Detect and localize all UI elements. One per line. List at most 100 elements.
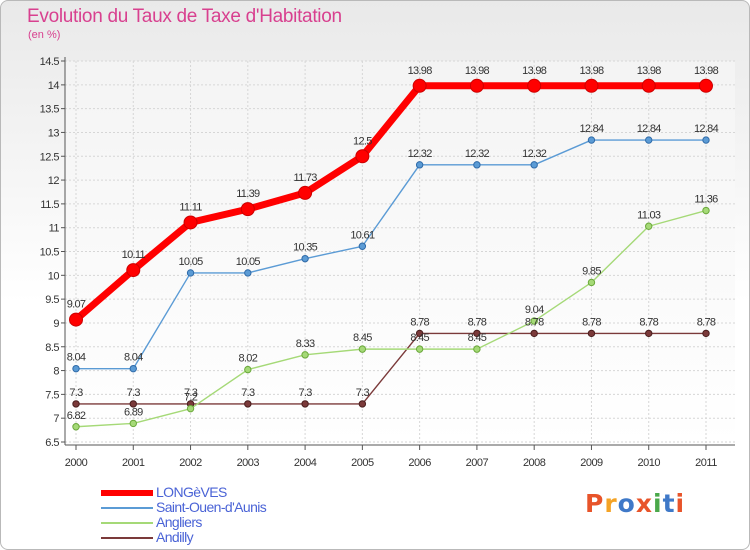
series-longeves-data-label: 11.39 <box>236 188 260 200</box>
chart-unit: (en %) <box>28 29 61 41</box>
series-angliers-point <box>530 317 538 325</box>
series-andilly-point <box>244 400 252 408</box>
legend-item-saint-ouen: Saint-Ouen-d'Aunis <box>101 499 361 515</box>
series-saint-ouen-point <box>645 136 653 144</box>
series-angliers-point <box>129 419 137 428</box>
y-tick-label: 8.5 <box>45 342 59 354</box>
legend-item-angliers: Angliers <box>101 514 361 530</box>
series-saint-ouen-point <box>358 242 367 250</box>
x-tick-label: 2004 <box>294 457 317 469</box>
series-longeves-data-label: 12.5 <box>353 135 372 147</box>
series-andilly-point <box>587 329 596 338</box>
series-saint-ouen-point <box>129 364 137 373</box>
series-longeves-point <box>584 78 599 93</box>
series-angliers-data-label: 9.04 <box>525 304 544 316</box>
x-tick-label: 2000 <box>65 457 88 469</box>
series-andilly-point <box>129 400 137 408</box>
x-tick-label: 2005 <box>351 457 374 469</box>
logo-letter: P <box>585 489 605 518</box>
series-longeves-point <box>355 149 370 164</box>
series-andilly-data-label: 7.3 <box>69 387 83 399</box>
series-saint-ouen-data-label: 8.04 <box>124 352 143 364</box>
grid-lines <box>65 60 735 445</box>
axes: 6.5 7 7.5 8 8.5 9 9.5 10 10.5 11 11.5 12 12.5 13 13.5 1… <box>40 56 735 469</box>
y-tick-label: 7 <box>53 413 59 425</box>
legend: LONGèVES Saint-Ouen-d'Aunis Angliers And… <box>101 484 361 545</box>
series-longeves-data-label: 13.98 <box>579 65 604 77</box>
series-saint-ouen-data-label: 10.35 <box>293 242 318 254</box>
series-angliers-data-label: 7.2 <box>184 392 198 404</box>
series-angliers-data-label: 8.02 <box>239 353 258 365</box>
legend-label-andilly: Andilly <box>156 529 194 545</box>
series-saint-ouen-data-label: 12.84 <box>694 123 719 135</box>
y-tick-label: 9 <box>53 318 59 330</box>
series-andilly-data-label: 7.3 <box>127 387 141 399</box>
series-angliers-line <box>75 209 707 428</box>
series-andilly-data-label: 8.78 <box>468 316 487 328</box>
series-angliers-point <box>301 351 309 359</box>
series-saint-ouen-point <box>587 136 596 144</box>
series-andilly-data-label: 7.3 <box>298 387 312 399</box>
y-tick-label: 14.5 <box>40 56 60 68</box>
series-points <box>69 78 713 431</box>
series-saint-ouen-data-label: 12.32 <box>522 148 547 160</box>
legend-label-longeves: LONGèVES <box>156 484 227 500</box>
series-angliers-data-label: 8.45 <box>410 332 429 344</box>
series-longeves-data-label: 13.98 <box>694 65 719 77</box>
series-angliers-point <box>72 423 80 431</box>
series-angliers-data-label: 9.85 <box>582 265 601 277</box>
series-andilly-point <box>702 329 710 338</box>
y-tick-label: 13.5 <box>40 104 60 116</box>
series-angliers-data-label: 6.89 <box>124 406 143 418</box>
series-saint-ouen-point <box>244 269 252 277</box>
series-longeves-point <box>641 78 656 93</box>
series-lines <box>73 82 707 428</box>
y-tick-label: 10.5 <box>40 247 60 259</box>
logo-letter: o <box>617 489 636 518</box>
series-andilly-data-label: 7.3 <box>184 387 198 399</box>
series-longeves-point <box>69 312 83 327</box>
series-longeves-point <box>469 78 484 93</box>
series-saint-ouen-data-label: 10.61 <box>350 229 375 241</box>
legend-swatch-angliers <box>101 522 153 524</box>
series-saint-ouen-point <box>72 364 80 373</box>
x-tick-label: 2007 <box>466 457 489 469</box>
series-longeves-point <box>298 185 313 200</box>
series-angliers-point <box>244 365 252 374</box>
series-saint-ouen-point <box>301 254 309 263</box>
x-tick-label: 2006 <box>408 457 431 469</box>
series-andilly-data-label: 8.78 <box>525 316 544 328</box>
series-andilly-point <box>72 400 80 408</box>
series-andilly-data-label: 7.3 <box>356 387 370 399</box>
series-saint-ouen-data-label: 8.04 <box>67 352 86 364</box>
series-longeves-point <box>126 263 141 278</box>
legend-label-angliers: Angliers <box>156 514 202 530</box>
series-longeves-data-label: 13.98 <box>465 65 490 77</box>
legend-swatch-andilly <box>101 537 153 539</box>
series-saint-ouen-data-label: 12.84 <box>637 123 662 135</box>
y-tick-label: 14 <box>48 80 60 92</box>
x-tick-label: 2001 <box>122 457 145 469</box>
series-longeves-data-label: 13.98 <box>522 65 547 77</box>
y-tick-label: 8 <box>53 366 59 378</box>
logo-letter: i <box>675 489 686 518</box>
series-longeves-line <box>73 82 706 323</box>
series-angliers-point <box>587 278 596 287</box>
series-angliers-data-label: 11.36 <box>694 194 718 206</box>
series-andilly-data-label: 8.78 <box>410 316 429 328</box>
series-angliers-data-label: 8.45 <box>468 332 487 344</box>
series-saint-ouen-point <box>530 161 538 169</box>
series-angliers-data-label: 8.45 <box>353 332 372 344</box>
chart-title: Evolution du Taux de Taxe d'Habitation <box>27 6 342 27</box>
series-saint-ouen-data-label: 12.32 <box>408 148 433 160</box>
series-longeves-point <box>240 202 255 217</box>
logo-letter: t <box>662 489 676 518</box>
proxiti-logo: Proxiti <box>585 489 685 518</box>
series-longeves-data-label: 11.73 <box>293 172 317 184</box>
legend-item-andilly: Andilly <box>101 529 361 545</box>
series-andilly-data-label: 8.78 <box>697 316 716 328</box>
x-tick-label: 2008 <box>523 457 546 469</box>
data-labels: 7.3 7.3 7.3 7.3 7.3 7.3 8.78 8.78 8.78 8.78 8.78 8.… <box>67 65 720 422</box>
